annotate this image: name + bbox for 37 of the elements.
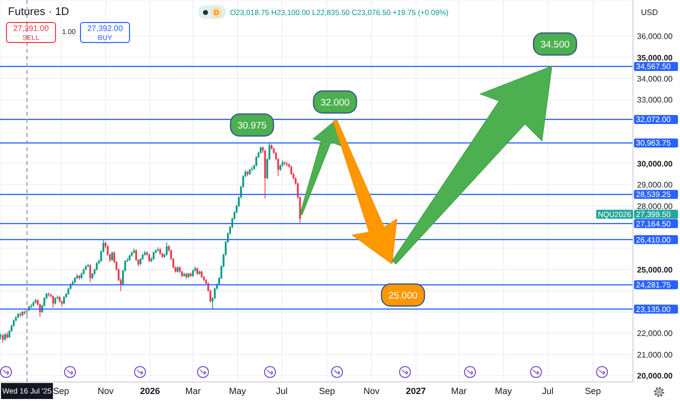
x-tick-label: Nov [363, 386, 380, 396]
annotation: 25.000 [388, 290, 418, 302]
y-tick-label: 29,000.00 [637, 180, 674, 190]
x-tick-label: Jul [276, 386, 288, 396]
y-tick-label: 35,000.00 [637, 53, 674, 62]
y-tick-label: 21,000.00 [637, 350, 674, 360]
y-tick-label: 30,000.00 [637, 159, 674, 168]
x-tick-label: May [494, 386, 512, 396]
x-tick-label: Mar [451, 386, 467, 396]
candlestick [157, 246, 159, 252]
y-tick-label: 20,000.00 [637, 372, 674, 381]
x-tick-label: Nov [98, 386, 114, 396]
annotation: 27,392.00 [86, 24, 124, 33]
x-tick-label: Sep [53, 386, 70, 396]
x-tick-label: Sep [319, 386, 336, 396]
y-tick-label: 28,000.00 [637, 202, 674, 211]
annotation: 34.500 [540, 39, 570, 50]
y-tick-label: 33,000.00 [637, 96, 674, 105]
candlestick [52, 295, 54, 308]
annotation: 32.000 [320, 97, 350, 108]
y-tick-label: 34,000.00 [637, 74, 674, 84]
candlestick [39, 303, 41, 318]
x-tick-label: Mar [185, 386, 201, 396]
annotation: 27,391.00 [12, 24, 50, 33]
x-tick-label: May [228, 386, 246, 396]
x-tick-label: Jul [542, 386, 554, 396]
y-tick-label: 36,000.00 [637, 32, 674, 42]
x-tick-label: 2027 [406, 386, 426, 396]
y-tick-label: 25,000.00 [637, 266, 674, 275]
text: USD [641, 8, 658, 17]
candlestick [111, 251, 113, 262]
annotation: 30.975 [237, 120, 267, 132]
candlestick [87, 263, 89, 268]
x-tick-label: 2026 [140, 386, 160, 396]
x-tick-label: Sep [584, 386, 601, 396]
y-tick-label: 22,000.00 [637, 329, 674, 338]
text: Futures · 1D [8, 6, 70, 18]
